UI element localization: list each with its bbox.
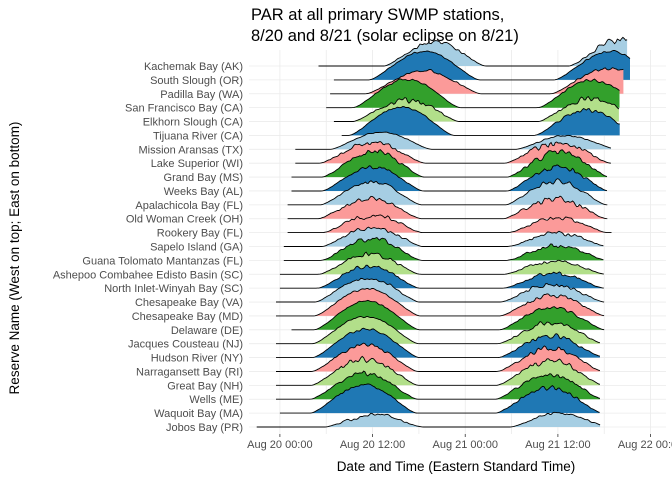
x-tick-label: Aug 20 12:00 (340, 439, 405, 451)
ridge-line (291, 164, 608, 192)
ridge-area (287, 196, 608, 219)
ridge-line (330, 67, 624, 95)
y-tick-label: Great Bay (NH) (167, 380, 243, 392)
x-tick-labels: Aug 20 00:00 Aug 20 12:00 Aug 21 00:00 Aug … (247, 434, 672, 451)
y-tick-label: Chesapeake Bay (VA) (135, 297, 243, 309)
x-tick-label: Aug 20 00:00 (247, 439, 312, 451)
y-tick-label: Tijuana River (CA) (153, 130, 243, 142)
y-tick-label: Ashepoo Combahee Edisto Basin (SC) (53, 269, 243, 281)
ridge-line (283, 236, 604, 261)
ridge-line (283, 226, 604, 247)
y-tick-label: Grand Bay (MS) (164, 172, 243, 184)
y-tick-labels: Kachemak Bay (AK) South Slough (OR) Padill… (53, 61, 243, 434)
y-tick-label: Hudson River (NY) (151, 353, 243, 365)
y-tick-label: Kachemak Bay (AK) (144, 61, 243, 73)
y-tick-label: Weeks Bay (AL) (164, 186, 243, 198)
ridge-line (256, 411, 601, 428)
y-tick-label: Rookery Bay (FL) (157, 228, 243, 240)
x-tick-label: Aug 22 00:00 (618, 439, 672, 451)
ridge-series (256, 411, 601, 428)
y-tick-label: Jobos Bay (PR) (166, 422, 243, 434)
ridge-line (287, 214, 612, 234)
ridge-line (279, 264, 604, 289)
ridge-series (287, 178, 608, 206)
y-tick-label: North Inlet-Winyah Bay (SC) (104, 283, 243, 295)
ridge-series (341, 106, 620, 136)
ridge-series (279, 383, 600, 414)
ridge-line (276, 370, 601, 400)
y-tick-label: Wells (ME) (189, 394, 243, 406)
y-tick-label: Narragansett Bay (RI) (136, 366, 243, 378)
ridge-line (279, 383, 600, 414)
ridge-line (318, 36, 628, 67)
ridge-line (276, 327, 601, 359)
y-tick-label: Chesapeake Bay (MD) (132, 311, 243, 323)
ridge-line (276, 316, 600, 345)
ridge-line (326, 78, 620, 109)
ridge-line (287, 195, 608, 220)
y-tick-label: Guana Tolomato Mantanzas (FL) (82, 255, 243, 267)
ridge-line (279, 251, 604, 275)
chart-title-line-1: PAR at all primary SWMP stations, (251, 6, 504, 24)
chart-title-line-2: 8/20 and 8/21 (solar eclipse on 8/21) (251, 27, 519, 45)
x-tick-label: Aug 21 00:00 (432, 439, 497, 451)
y-tick-label: Sapelo Island (GA) (150, 242, 243, 254)
ridge-area (287, 178, 608, 205)
y-tick-label: Elkhorn Slough (CA) (143, 117, 243, 129)
ridge-line (291, 149, 608, 178)
ridge-line (333, 95, 620, 122)
ridge-line (295, 140, 611, 164)
ridge-line (276, 355, 601, 386)
ridge-line (287, 178, 608, 206)
y-tick-label: Mission Aransas (TX) (138, 144, 243, 156)
ridge-line (341, 106, 620, 136)
ridge-line (276, 288, 605, 317)
ridge-line (333, 50, 631, 81)
y-tick-label: Old Woman Creek (OH) (126, 214, 243, 226)
y-tick-label: Jacques Cousteau (NJ) (128, 339, 243, 351)
y-tick-label: Apalachicola Bay (FL) (135, 200, 243, 212)
ridge-area (279, 384, 600, 414)
y-tick-label: Waquoit Bay (MA) (154, 408, 243, 420)
ridge-area (256, 412, 601, 427)
ridge-series (287, 195, 608, 220)
ridge-area (333, 50, 630, 80)
ridge-line (295, 131, 612, 150)
ridge-line (291, 299, 605, 331)
ridge-series (333, 50, 631, 81)
ridge-line (276, 277, 605, 303)
ridges (256, 36, 631, 428)
y-tick-label: Delaware (DE) (171, 325, 243, 337)
y-tick-label: Lake Superior (WI) (151, 158, 243, 170)
y-tick-label: South Slough (OR) (150, 75, 243, 87)
y-axis-title: Reserve Name (West on top; East on botto… (7, 122, 22, 395)
ridge-area (341, 106, 620, 136)
ridge-line (276, 342, 601, 372)
y-tick-label: Padilla Bay (WA) (160, 89, 243, 101)
y-tick-label: San Francisco Bay (CA) (125, 103, 243, 115)
x-tick-label: Aug 21 12:00 (525, 439, 590, 451)
x-axis-title: Date and Time (Eastern Standard Time) (337, 459, 576, 474)
